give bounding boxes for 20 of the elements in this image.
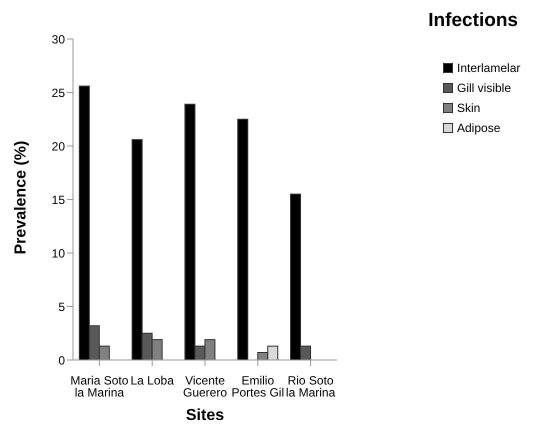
y-tick-label: 30 [52, 32, 66, 46]
y-tick-label: 20 [52, 139, 66, 154]
legend-label: Gill visible [457, 80, 512, 97]
x-tick-label: Rio Soto la Marina [286, 374, 336, 400]
y-tick-label: 5 [58, 300, 66, 314]
y-tick-label: 0 [58, 353, 66, 368]
y-tick-label: 10 [52, 246, 66, 260]
legend-label: Skin [457, 100, 480, 117]
legend-label: Interlamelar [457, 60, 520, 77]
x-tick-label: Vicente Guerero [182, 374, 228, 400]
x-axis-title: Sites [186, 407, 224, 424]
x-tick-label: La Loba [130, 374, 174, 388]
text: Infections [428, 10, 518, 32]
y-axis-title: Prevalence (%) [12, 140, 30, 254]
bar [237, 118, 248, 360]
y-tick-label: 25 [52, 86, 66, 100]
x-tick-label: Emilio Portes Gil [231, 374, 284, 400]
y-tick-label: 15 [52, 192, 66, 207]
x-tick-label: Maria Soto la Marina [70, 374, 129, 400]
legend-label: Adipose [457, 120, 500, 137]
